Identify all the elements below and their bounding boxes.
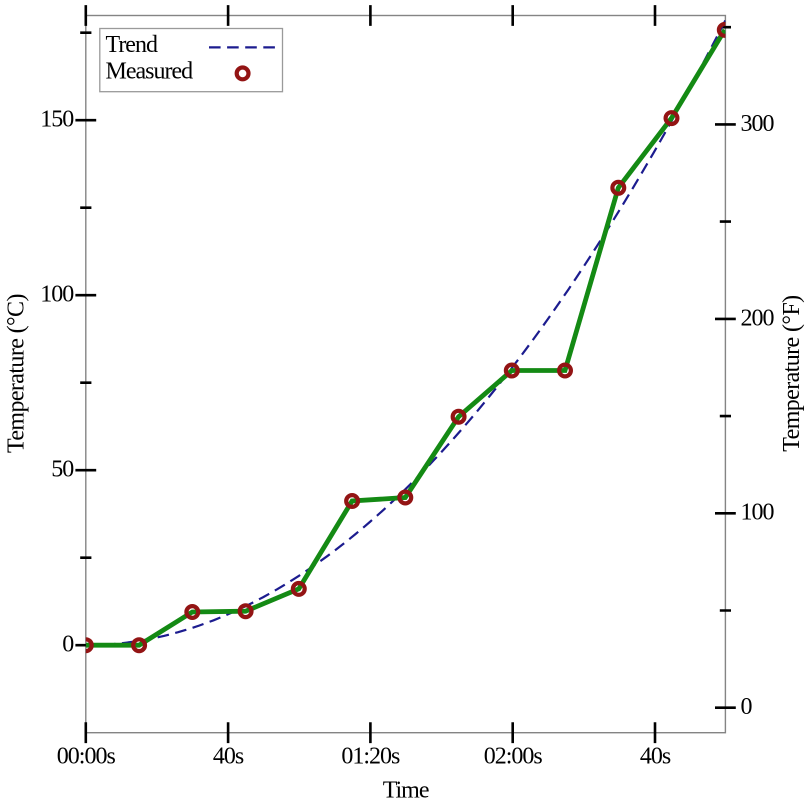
svg-text:Temperature (°F): Temperature (°F) — [779, 295, 805, 451]
svg-text:300: 300 — [741, 111, 775, 137]
svg-text:200: 200 — [741, 305, 775, 331]
svg-text:Trend: Trend — [106, 32, 158, 58]
svg-text:40s: 40s — [213, 743, 244, 769]
svg-text:150: 150 — [40, 107, 74, 133]
svg-text:0: 0 — [741, 694, 753, 720]
svg-text:00:00s: 00:00s — [57, 743, 116, 769]
svg-text:0: 0 — [62, 632, 74, 658]
svg-text:Time: Time — [383, 778, 429, 804]
svg-text:50: 50 — [51, 457, 74, 483]
svg-text:40s: 40s — [640, 743, 671, 769]
svg-text:Measured: Measured — [106, 58, 194, 84]
svg-text:01:20s: 01:20s — [341, 743, 400, 769]
svg-text:100: 100 — [741, 500, 775, 526]
svg-text:02:00s: 02:00s — [484, 743, 543, 769]
svg-text:100: 100 — [40, 282, 74, 308]
svg-text:Temperature (°C): Temperature (°C) — [4, 294, 30, 453]
